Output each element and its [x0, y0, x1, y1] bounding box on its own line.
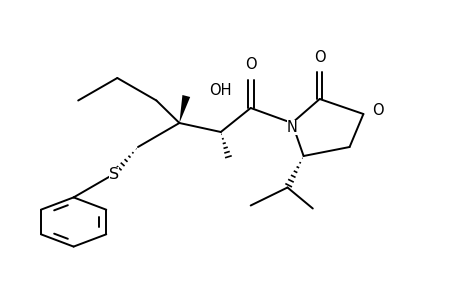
- Text: S: S: [109, 167, 119, 182]
- Text: O: O: [372, 103, 383, 118]
- Text: O: O: [244, 57, 256, 72]
- Text: N: N: [286, 120, 297, 135]
- Text: OH: OH: [209, 82, 231, 98]
- Text: O: O: [313, 50, 325, 64]
- Polygon shape: [179, 95, 190, 123]
